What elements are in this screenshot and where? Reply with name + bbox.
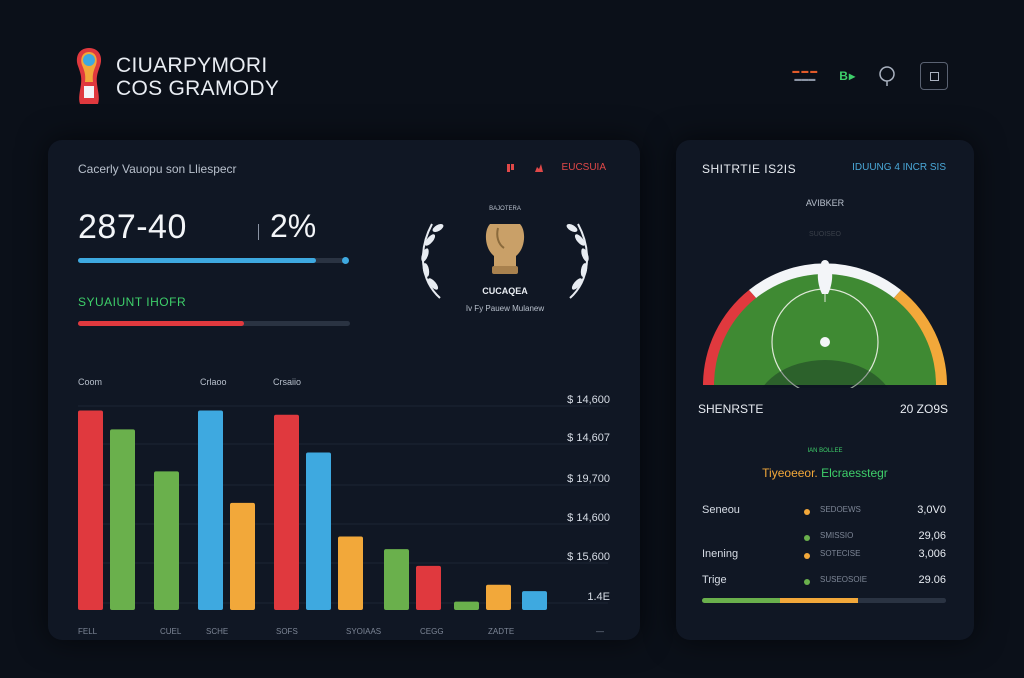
chart-icon[interactable]: [534, 163, 544, 173]
stats-panel: Cacerly Vauopu son Lliespecr EUCSUIA 287…: [48, 140, 640, 640]
score-value: 287-40: [78, 208, 187, 246]
stat-value: 29.06: [918, 574, 946, 586]
chart-bar[interactable]: [486, 584, 511, 610]
flag-icon[interactable]: [506, 163, 516, 173]
chart-bar[interactable]: [306, 452, 331, 611]
x-axis-label: ZADTE: [488, 627, 514, 636]
x-axis-label: —: [596, 627, 604, 636]
red-progress-track: [78, 321, 350, 326]
status-dot: [804, 579, 810, 585]
stat-value: 3,006: [918, 548, 946, 560]
section-label-b: Elcraesstegr: [821, 466, 888, 480]
panel-title: Cacerly Vauopu son Lliespecr: [78, 162, 237, 176]
x-axis-label: SCHE: [206, 627, 228, 636]
header-actions: ▬ ▬ ▬ ▬▬▬ B▸: [792, 62, 948, 90]
trophy-icon: [421, 223, 589, 299]
chart-bar[interactable]: [78, 410, 103, 611]
panel-tag: EUCSUIA: [506, 162, 606, 173]
chart-bar[interactable]: [230, 502, 255, 610]
chart-bar[interactable]: [522, 591, 547, 610]
red-progress-fill: [78, 321, 244, 326]
section-label-a: Tiyeoeeor.: [762, 466, 818, 480]
status-dot: [804, 535, 810, 541]
trophy-badge: BAJOTERA: [410, 200, 600, 320]
y-axis-label: $ 19,700: [567, 473, 610, 485]
action-button[interactable]: B▸: [839, 69, 856, 83]
chart-bar[interactable]: [384, 549, 409, 610]
stat-detail: SOTECISE: [820, 549, 861, 558]
y-axis-label: $ 14,600: [567, 512, 610, 524]
segment-progress: [702, 598, 946, 603]
status-dot: [804, 553, 810, 559]
stat-row[interactable]: SMISSIO 29,06: [702, 530, 946, 548]
chart-group-header: Crlaoo: [200, 377, 227, 387]
search-icon[interactable]: [878, 65, 898, 87]
chart-bar[interactable]: [416, 565, 441, 610]
brand-title: CIUARPYMORI COS GRAMODY: [116, 54, 279, 100]
stat-row[interactable]: Trige SUSEOSOIE 29.06: [702, 574, 946, 592]
y-axis-label: 1.4E: [587, 591, 610, 603]
blue-progress-track: [78, 258, 348, 263]
field-gauge: AVIBKER SUOISEO: [703, 198, 947, 388]
stat-row[interactable]: Inening SOTECISE 3,006: [702, 548, 946, 566]
stat-row[interactable]: Seneou SEDOEWS 3,0V0: [702, 504, 946, 522]
match-panel: SHITRTIE IS2IS IDUUNG 4 INCR SIS AVIBKER…: [676, 140, 974, 640]
brand-line-1: CIUARPYMORI: [116, 54, 268, 77]
y-axis-label: $ 14,607: [567, 432, 610, 444]
trophy-caption-top: BAJOTERA: [489, 206, 521, 212]
brand-line-2: COS GRAMODY: [116, 77, 280, 100]
progress-segment: [780, 598, 859, 603]
y-axis-label: $ 14,600: [567, 394, 610, 406]
stat-detail: SUSEOSOIE: [820, 575, 868, 584]
stat-name: Seneou: [702, 504, 740, 516]
panel-tag: IDUUNG 4 INCR SIS: [852, 162, 946, 173]
stat-name: Inening: [702, 548, 739, 560]
stat-detail: SMISSIO: [820, 531, 854, 540]
stat-value: 3,0V0: [917, 504, 946, 516]
app-header: CIUARPYMORI COS GRAMODY ▬ ▬ ▬ ▬▬▬ B▸: [0, 0, 1024, 130]
player-icon: [817, 268, 833, 294]
chart-bar[interactable]: [454, 601, 479, 610]
percent-value: 2%: [257, 208, 317, 244]
chart-bar[interactable]: [338, 536, 363, 611]
world-cup-logo: [76, 48, 102, 104]
chart-bar[interactable]: [274, 414, 299, 610]
flag-icon[interactable]: ▬ ▬ ▬ ▬▬▬: [792, 68, 818, 83]
trophy-caption: CUCAQEA: [482, 286, 528, 296]
window-icon[interactable]: [920, 62, 948, 90]
x-axis-label: FELL: [78, 627, 98, 636]
chart-bar[interactable]: [110, 429, 135, 610]
bar-chart: $ 14,600 $ 14,607 $ 19,700 $ 14,600 $ 15,600…: [78, 394, 610, 636]
trophy-subcaption: Iv Fy Pauew Mulanew: [465, 304, 545, 313]
gauge-left-label: SHENRSTE: [698, 402, 764, 416]
y-axis-label: $ 15,600: [567, 551, 610, 563]
stat-name: Trige: [702, 574, 727, 586]
center-spot: [820, 337, 830, 347]
gauge-white-label: SUOISEO: [809, 231, 841, 238]
gauge-top-label: AVIBKER: [806, 198, 845, 208]
chart-group-header: Coom: [78, 377, 103, 387]
x-axis-label: SOFS: [276, 627, 298, 636]
stat-value: 29,06: [918, 530, 946, 542]
section-label: Tiyeoeeor. Elcraesstegr: [676, 466, 974, 480]
chart-bar[interactable]: [198, 410, 223, 611]
status-dot: [804, 509, 810, 515]
pitch-field: [714, 274, 936, 385]
progress-segment: [702, 598, 781, 603]
progress-dot: [342, 257, 349, 264]
x-axis-label: SYOIAAS: [346, 627, 381, 636]
blue-progress-fill: [78, 258, 316, 263]
x-axis-label: CUEL: [160, 627, 182, 636]
gauge-right-value: 20 ZO9S: [899, 402, 948, 416]
x-axis-label: CEGG: [420, 627, 444, 636]
panel-tag-text: EUCSUIA: [561, 162, 606, 173]
stat-detail: SEDOEWS: [820, 505, 861, 514]
panel-title: SHITRTIE IS2IS: [702, 162, 797, 176]
chart-group-header: Crsaiio: [273, 377, 302, 387]
progress-segment: [858, 598, 946, 603]
chart-bar[interactable]: [154, 471, 179, 610]
section-overline: IAN BOLLEE: [807, 448, 843, 454]
sub-label: SYUAIUNT IHOFR: [78, 295, 187, 309]
